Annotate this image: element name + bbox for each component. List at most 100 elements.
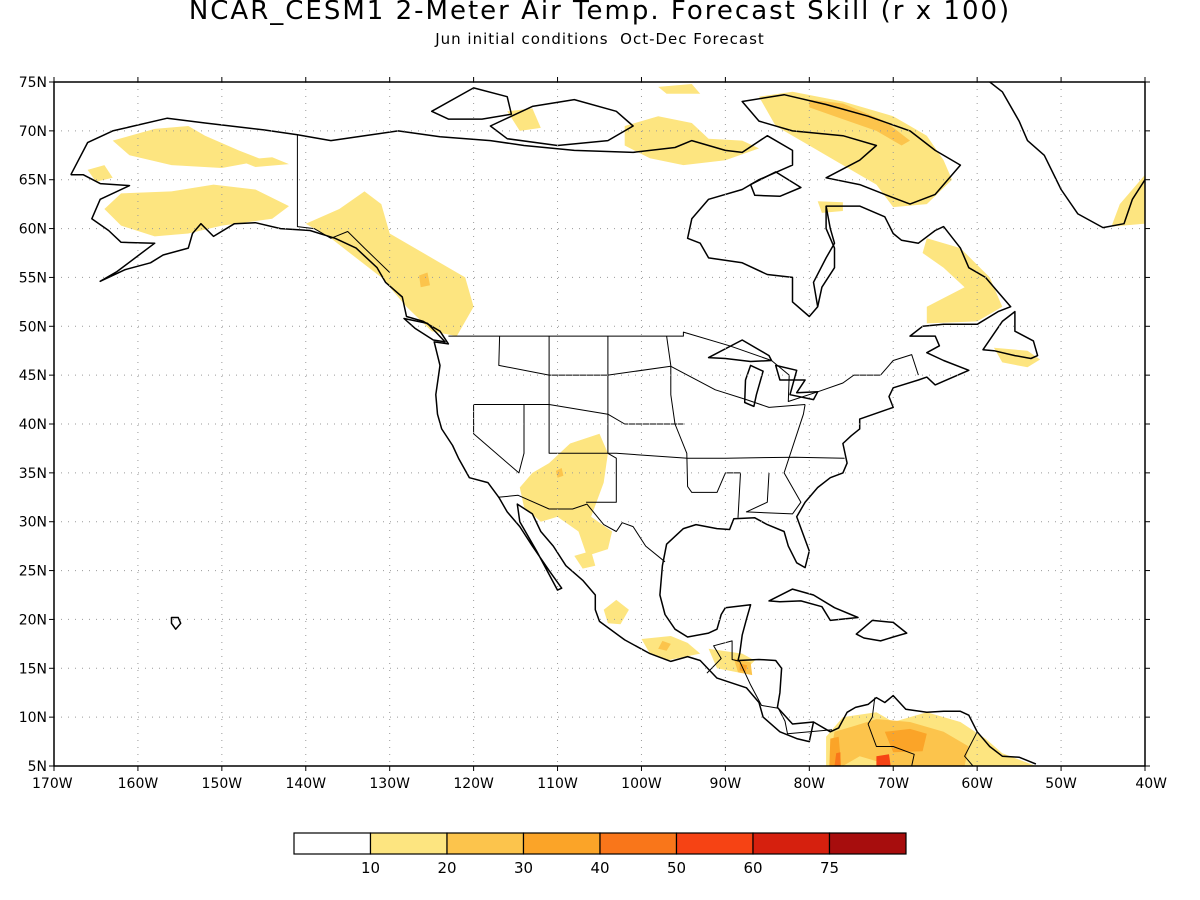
skill-patch-venezuela-core	[884, 728, 927, 753]
skill-patch-labrador	[922, 238, 1003, 324]
colorbar: 10 20 30 40 50 60 75	[293, 832, 907, 877]
lat-tick-label: 25N	[19, 564, 47, 580]
skill-patch-southwest-us	[519, 433, 613, 556]
skill-patch-baffin-core	[809, 99, 910, 146]
lat-tick-label: 65N	[19, 173, 47, 189]
border-central-america	[706, 640, 833, 735]
coastline-baffin	[741, 93, 962, 205]
colorbar-label: 40	[590, 859, 609, 877]
coastline-layer	[70, 82, 1145, 766]
lon-tick-label: 170W	[32, 776, 73, 792]
lon-tick-label: 40W	[1135, 776, 1167, 792]
border-us-states-nevada	[473, 404, 525, 474]
axis-ticks: 5N 10N 15N 20N 25N 30N 35N 40N 45N 50N 55N 60N 65N 70…	[19, 75, 1167, 792]
coastline-greenland	[988, 82, 1145, 229]
skill-patch-banks-island	[507, 108, 541, 131]
skill-patch-alaska-central	[238, 157, 289, 167]
lat-tick-label: 50N	[19, 319, 47, 335]
coastline-lake-huron-erie	[774, 364, 819, 401]
coastline-hispaniola	[855, 619, 908, 642]
skill-patch-greenland-core	[1174, 126, 1200, 182]
skill-patch-ellesmere	[658, 84, 701, 94]
lon-tick-label: 100W	[621, 776, 662, 792]
skill-patch-hudson-strait	[817, 201, 843, 213]
border-us-states-mid	[548, 336, 845, 459]
border-colombia-venezuela	[867, 697, 915, 766]
colorbar-label: 30	[514, 859, 533, 877]
lat-tick-label: 70N	[19, 124, 47, 140]
coastline-hudson-bay-east	[812, 205, 836, 307]
coastline-victoria-island	[489, 98, 634, 147]
skill-patch-jalisco	[603, 599, 629, 625]
border-us-canada	[448, 331, 919, 402]
skill-patch-colombia-max	[876, 754, 891, 766]
skill-patch-bc-coast-core	[419, 272, 430, 288]
map-subtitle: Jun initial conditions Oct-Dec Forecast	[435, 30, 765, 48]
lon-tick-label: 90W	[710, 776, 742, 792]
border-us-states-central	[666, 336, 741, 518]
lon-tick-label: 130W	[369, 776, 410, 792]
colorbar-label: 50	[667, 859, 686, 877]
lat-tick-label: 20N	[19, 612, 47, 628]
lat-tick-label: 30N	[19, 515, 47, 531]
lat-tick-label: 15N	[19, 661, 47, 677]
lat-tick-label: 10N	[19, 710, 47, 726]
coastline-north-america	[70, 117, 1037, 765]
border-us-states-plains	[586, 336, 617, 503]
lon-tick-label: 140W	[285, 776, 326, 792]
colorbar-swatch	[599, 832, 678, 855]
border-venezuela-guyana	[964, 731, 978, 766]
lat-tick-label: 5N	[28, 759, 47, 775]
skill-patch-greenland	[1111, 174, 1145, 227]
plot-frame	[53, 81, 1146, 767]
lat-tick-label: 35N	[19, 466, 47, 482]
coastline-pacific	[70, 174, 815, 743]
colorbar-label: 10	[361, 859, 380, 877]
skill-patch-colombia-core	[834, 752, 841, 766]
map-title: NCAR_CESM1 2-Meter Air Temp. Forecast Sk…	[188, 0, 1012, 26]
border-us-states-north	[498, 336, 806, 408]
border-us-mexico	[497, 494, 666, 563]
coastline-great-lakes	[707, 339, 773, 363]
lon-tick-label: 160W	[118, 776, 159, 792]
lat-tick-label: 45N	[19, 368, 47, 384]
border-alaska-canada	[296, 134, 391, 273]
lat-tick-label: 55N	[19, 270, 47, 286]
colorbar-label: 60	[743, 859, 762, 877]
skill-patch-bc-coast	[305, 191, 474, 337]
skill-patch-alaska-north	[112, 126, 264, 168]
coastline-lake-michigan	[743, 364, 764, 408]
coastline-cuba	[768, 588, 859, 622]
gridline-layer	[54, 82, 1145, 766]
colorbar-swatch	[369, 832, 448, 855]
coastline-vancouver-island	[403, 317, 446, 343]
colorbar-label: 75	[820, 859, 839, 877]
colorbar-label: 20	[437, 859, 456, 877]
lon-tick-label: 110W	[537, 776, 578, 792]
skill-patch-alaska-northwest	[87, 165, 113, 182]
skill-patch-alaska-south	[104, 184, 290, 237]
coastline-banks-island	[430, 87, 513, 120]
lat-tick-label: 40N	[19, 417, 47, 433]
lon-tick-label: 150W	[202, 776, 243, 792]
colorbar-swatch	[675, 832, 754, 855]
skill-patch-oaxaca	[641, 636, 701, 661]
skill-patch-southwest-core	[555, 468, 564, 478]
lon-tick-label: 120W	[453, 776, 494, 792]
coastline-hawaii	[170, 616, 182, 630]
skill-patch-sierra-madre	[574, 551, 596, 569]
colorbar-swatch	[522, 832, 601, 855]
colorbar-swatch	[828, 832, 907, 855]
skill-patch-baffin	[759, 91, 952, 208]
colorbar-swatch	[446, 832, 525, 855]
border-us-states-east	[745, 404, 806, 515]
lat-tick-label: 60N	[19, 222, 47, 238]
border-us-states-west	[473, 404, 684, 425]
lat-tick-label: 75N	[19, 75, 47, 91]
colorbar-swatch	[752, 832, 831, 855]
skill-shading-layer	[87, 84, 1200, 766]
coastline-southampton-island	[749, 171, 802, 198]
skill-patch-oaxaca-core	[658, 640, 671, 651]
lon-tick-label: 70W	[877, 776, 909, 792]
